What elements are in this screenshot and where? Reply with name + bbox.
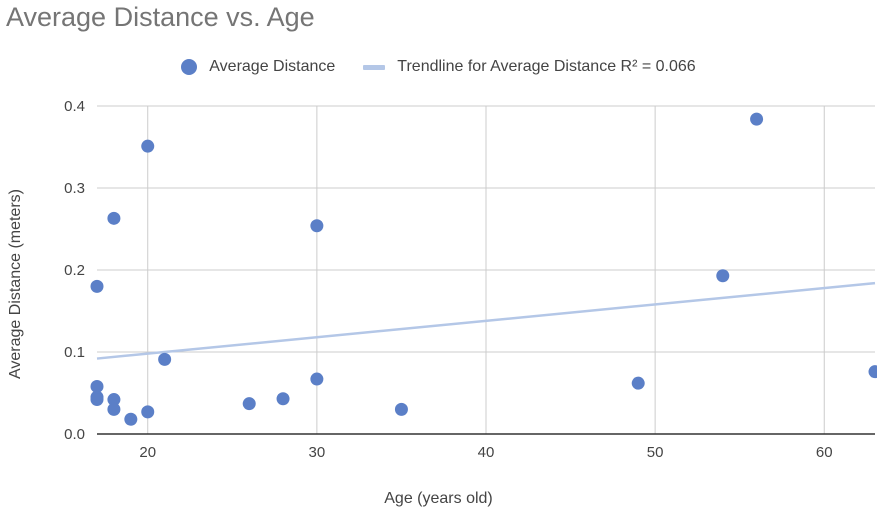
data-point[interactable]	[158, 352, 172, 366]
data-point[interactable]	[90, 279, 104, 293]
x-tick-label: 60	[816, 444, 833, 461]
y-tick-label: 0.1	[64, 344, 85, 361]
legend: Average Distance Trendline for Average D…	[0, 54, 877, 80]
data-point[interactable]	[90, 379, 104, 393]
legend-item-trendline[interactable]: Trendline for Average Distance R² = 0.06…	[363, 58, 696, 76]
legend-marker-line-icon	[363, 64, 386, 70]
x-tick-label: 40	[478, 444, 495, 461]
y-tick-label: 0.4	[64, 98, 85, 115]
data-point[interactable]	[310, 372, 324, 386]
data-point[interactable]	[394, 402, 408, 416]
data-point[interactable]	[141, 139, 155, 153]
trendline	[96, 281, 876, 360]
trendline-layer	[96, 281, 876, 360]
y-tick-label: 0.3	[64, 180, 85, 197]
x-tick-label: 50	[647, 444, 664, 461]
legend-marker-dot-icon	[181, 59, 198, 75]
data-point[interactable]	[868, 365, 877, 379]
x-axis-label: Age (years old)	[384, 490, 493, 507]
y-tick-label: 0.2	[64, 262, 85, 279]
legend-label-series: Average Distance	[209, 58, 336, 75]
y-gridlines	[97, 105, 875, 435]
data-point[interactable]	[242, 397, 256, 411]
data-point[interactable]	[107, 402, 121, 416]
chart-title: Average Distance vs. Age	[6, 2, 315, 32]
x-tick-label: 20	[139, 444, 156, 461]
data-point[interactable]	[716, 269, 730, 283]
legend-item-series[interactable]: Average Distance	[181, 58, 335, 76]
data-point[interactable]	[107, 393, 121, 407]
y-tick-label: 0.0	[64, 426, 85, 443]
data-point[interactable]	[276, 392, 290, 406]
data-point[interactable]	[631, 376, 645, 390]
data-point[interactable]	[124, 412, 138, 426]
x-tick-label: 30	[309, 444, 326, 461]
data-point[interactable]	[90, 393, 104, 407]
data-points	[90, 112, 877, 426]
data-point[interactable]	[750, 112, 764, 126]
data-point[interactable]	[310, 219, 324, 233]
y-tick-labels: 0.0 0.1 0.2 0.3 0.4	[64, 98, 85, 443]
data-point[interactable]	[107, 211, 121, 225]
x-tick-labels: 20 30 40 50 60	[139, 444, 832, 461]
legend-label-trendline: Trendline for Average Distance R² = 0.06…	[397, 58, 696, 75]
data-point[interactable]	[141, 405, 155, 419]
y-axis-label: Average Distance (meters)	[7, 189, 24, 379]
